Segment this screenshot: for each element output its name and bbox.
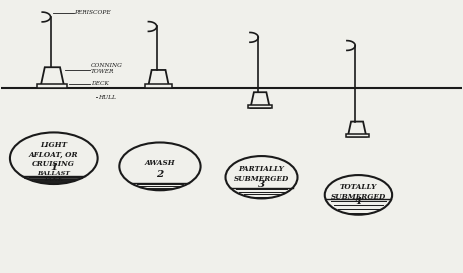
Text: PARTIALLY
SUBMERGED: PARTIALLY SUBMERGED: [234, 165, 289, 183]
Ellipse shape: [325, 175, 392, 215]
Text: BALLAST
TANK: BALLAST TANK: [38, 171, 70, 182]
Text: 4: 4: [355, 197, 362, 206]
Text: 2: 2: [156, 170, 163, 179]
Text: 3: 3: [258, 180, 265, 189]
Text: 1: 1: [50, 163, 57, 172]
Ellipse shape: [10, 132, 98, 184]
Polygon shape: [248, 105, 272, 108]
Text: DECK: DECK: [91, 81, 109, 86]
Polygon shape: [348, 121, 366, 136]
Polygon shape: [250, 92, 270, 108]
Text: PERISCOPE: PERISCOPE: [75, 10, 111, 15]
Text: AWASH: AWASH: [144, 159, 175, 167]
Ellipse shape: [119, 143, 200, 190]
Polygon shape: [40, 67, 64, 88]
Text: TOTALLY
SUBMERGED: TOTALLY SUBMERGED: [331, 183, 386, 201]
Polygon shape: [148, 70, 169, 88]
Text: HULL: HULL: [98, 95, 115, 100]
Polygon shape: [38, 84, 68, 88]
Text: LIGHT
AFLOAT, OR
CRUISING: LIGHT AFLOAT, OR CRUISING: [29, 141, 79, 168]
Polygon shape: [145, 84, 172, 88]
Polygon shape: [345, 134, 369, 136]
Ellipse shape: [225, 156, 298, 198]
Text: CONNING
TOWER: CONNING TOWER: [91, 63, 123, 74]
